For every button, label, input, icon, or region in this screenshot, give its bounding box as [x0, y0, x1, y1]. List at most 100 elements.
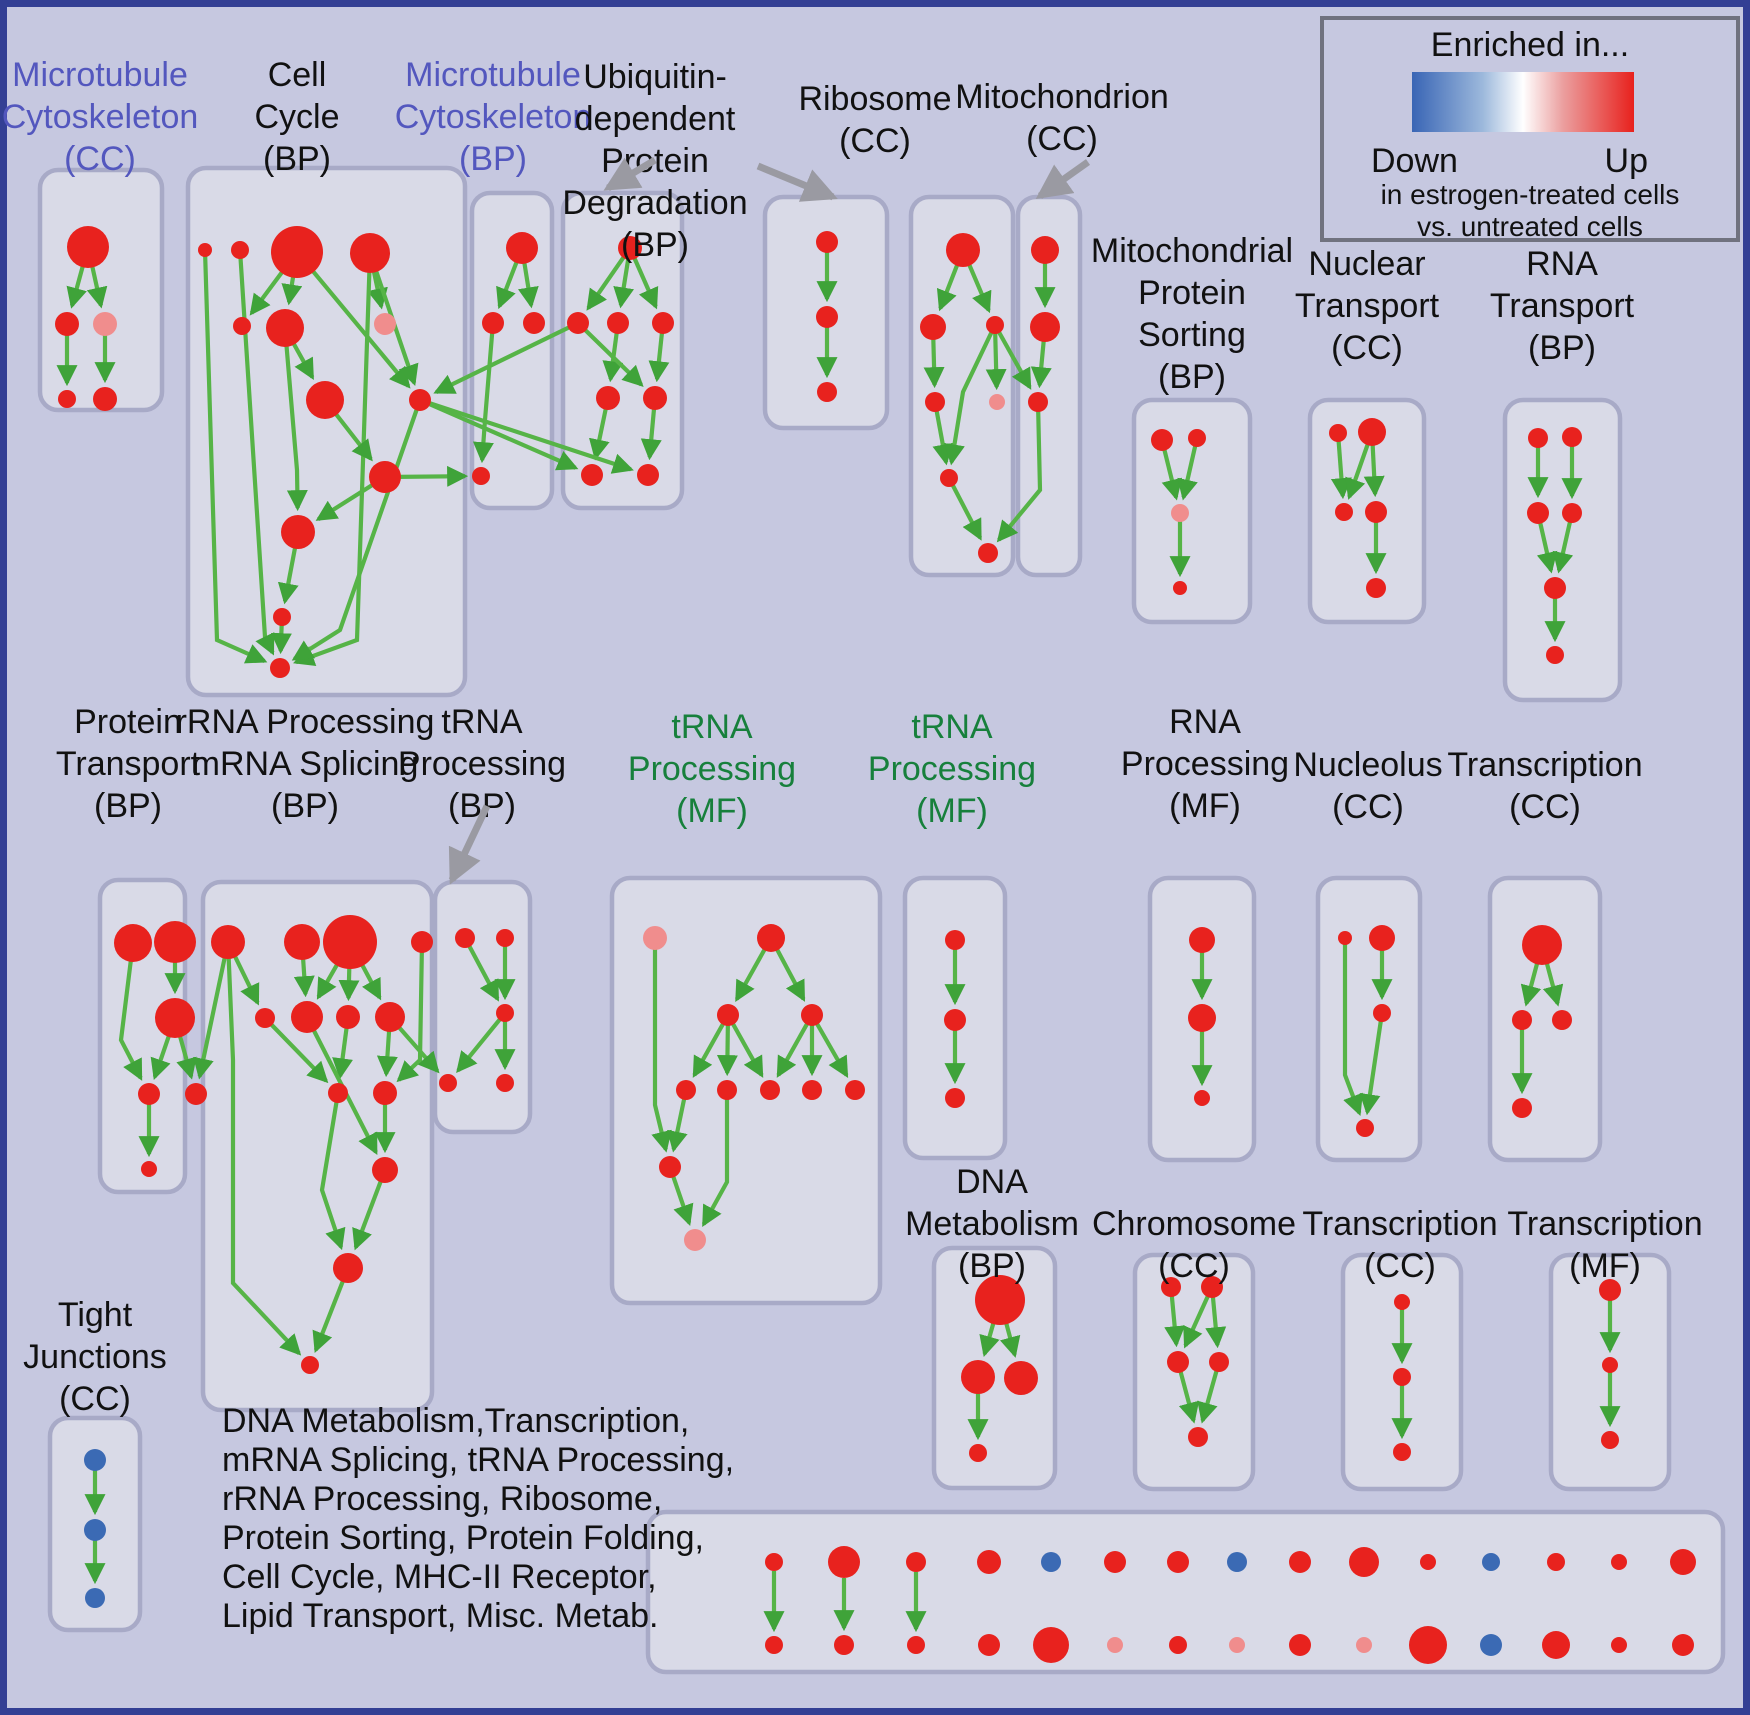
group-box-transcription-cc-mid — [1487, 875, 1603, 1163]
node — [1611, 1637, 1627, 1653]
node-dna-metabolism-bp-y2 — [961, 1360, 995, 1394]
node — [1349, 1547, 1379, 1577]
node-ubiquitin-degradation-box-2-e2 — [816, 306, 838, 328]
node-dna-metabolism-bp-y1 — [975, 1275, 1025, 1325]
node-dna-metabolism-bp-y3 — [1004, 1361, 1038, 1395]
node-trna-processing-bp-t2 — [496, 929, 514, 947]
legend-up-label: Up — [1605, 142, 1648, 180]
edge — [118, 942, 143, 1081]
edge — [352, 1169, 387, 1251]
legend-down-label: Down — [1371, 142, 1458, 180]
group-label-transcription-mf: Transcription (MF) — [1507, 1205, 1702, 1285]
node-cell-cycle-bp-b9 — [409, 389, 431, 411]
node-trna-processing-mf-1-q3 — [801, 1004, 823, 1026]
node-microtubule-cytoskeleton-bp-c1 — [506, 232, 538, 264]
node — [1409, 1626, 1447, 1664]
edge — [701, 1090, 730, 1227]
node-transcription-cc-bottom-a3 — [1393, 1443, 1411, 1461]
node-ubiquitin-degradation-box-1-d2 — [567, 312, 589, 334]
edge — [667, 1089, 689, 1153]
group-label-dna-metabolism-bp: DNA Metabolism (BP) — [905, 1163, 1079, 1285]
node — [1104, 1551, 1126, 1573]
node-trna-processing-mf-1-q2 — [717, 1004, 739, 1026]
node-mitochondrial-protein-sorting-bp-h2 — [1188, 429, 1206, 447]
edge — [419, 398, 579, 471]
node-rna-processing-mf-v3 — [1194, 1090, 1210, 1106]
edge — [1177, 437, 1200, 501]
node-microtubule-cytoskeleton-cc-n4 — [58, 390, 76, 408]
node-nuclear-transport-cc-i3 — [1335, 503, 1353, 521]
node-mitochondrion-cc-g2 — [1030, 312, 1060, 342]
node — [1041, 1552, 1061, 1572]
edge — [810, 1013, 849, 1078]
node-mitochondrial-protein-sorting-bp-h4 — [1173, 581, 1187, 595]
legend-gradient-bar — [1412, 72, 1634, 132]
node-trna-processing-mf-1-q1 — [757, 924, 785, 952]
group-box-nucleolus-cc — [1315, 875, 1423, 1163]
node-cell-cycle-bp-b12 — [273, 608, 291, 626]
node-microtubule-cytoskeleton-cc-n1 — [67, 226, 109, 268]
node-ribosome-cc-f2 — [920, 314, 946, 340]
node-trna-processing-mf-2-u1 — [945, 930, 965, 950]
node — [1480, 1634, 1502, 1656]
node-rrna-processing-mrna-splicing-bp-r2 — [284, 924, 320, 960]
node-rrna-processing-mrna-splicing-bp-r4 — [411, 931, 433, 953]
legend-title: Enriched in... — [1431, 26, 1629, 64]
node-protein-transport-bp-p4 — [138, 1083, 160, 1105]
node-microtubule-cytoskeleton-bp-c3 — [523, 312, 545, 334]
node — [1169, 1636, 1187, 1654]
node-trna-processing-bp-t4 — [439, 1074, 457, 1092]
node — [1420, 1554, 1436, 1570]
node-cell-cycle-bp-b11 — [281, 515, 315, 549]
edge — [295, 250, 411, 389]
node-rrna-processing-mrna-splicing-bp-r3 — [323, 915, 377, 969]
node — [1167, 1551, 1189, 1573]
label-pointer-arrow — [603, 156, 657, 192]
node — [978, 1634, 1000, 1656]
node-nucleolus-cc-w2 — [1369, 925, 1395, 951]
label-pointer-arrow — [1035, 159, 1091, 200]
node — [1107, 1637, 1123, 1653]
group-label-microtubule-cytoskeleton-bp: Microtubule Cytoskeleton (BP) — [395, 56, 592, 178]
node-trna-processing-mf-1-q6 — [760, 1080, 780, 1100]
group-label-rna-transport-bp: RNA Transport (BP) — [1490, 245, 1635, 367]
node-rna-transport-bp-j6 — [1546, 646, 1564, 664]
node — [906, 1552, 926, 1572]
node-rrna-processing-mrna-splicing-bp-r14 — [333, 1253, 363, 1283]
node-cell-cycle-bp-b10 — [369, 461, 401, 493]
group-label-rna-processing-mf: RNA Processing (MF) — [1121, 703, 1289, 825]
group-label-ribosome-cc: Ribosome (CC) — [798, 80, 951, 160]
node-mitochondrial-protein-sorting-bp-h1 — [1151, 429, 1173, 451]
node-trna-processing-mf-1-q0 — [643, 926, 667, 950]
misc-clusters-footnote: DNA Metabolism,Transcription, mRNA Splici… — [222, 1402, 734, 1635]
node-ubiquitin-degradation-box-1-d5 — [596, 386, 620, 410]
edge — [319, 1092, 346, 1251]
edge — [237, 249, 275, 656]
node-tight-junctions-cc-k1 — [84, 1449, 106, 1471]
node-protein-transport-bp-p2 — [154, 921, 196, 963]
node-ribosome-cc-f5 — [989, 394, 1005, 410]
node-nucleolus-cc-w4 — [1356, 1119, 1374, 1137]
node-cell-cycle-bp-b2 — [231, 241, 249, 259]
group-box-mitochondrial-protein-sorting-bp — [1131, 397, 1253, 625]
node-cell-cycle-bp-b1 — [198, 243, 212, 257]
node-transcription-mf-m2 — [1602, 1357, 1618, 1373]
edge — [433, 321, 579, 395]
node-rna-processing-mf-v2 — [1188, 1004, 1216, 1032]
edge — [947, 477, 983, 541]
node-transcription-cc-mid-x3 — [1552, 1010, 1572, 1030]
edge — [202, 249, 268, 664]
node-cell-cycle-bp-b3 — [271, 226, 323, 278]
node-protein-transport-bp-p1 — [114, 924, 152, 962]
group-label-transcription-cc-mid: Transcription (CC) — [1447, 746, 1642, 826]
node-ubiquitin-degradation-box-2-e3 — [817, 382, 837, 402]
legend-subtitle-2: vs. untreated cells — [1417, 211, 1643, 242]
group-label-chromosome-cc: Chromosome (CC) — [1092, 1205, 1296, 1285]
node-cell-cycle-bp-b5 — [233, 317, 251, 335]
group-label-nucleolus-cc: Nucleolus (CC) — [1293, 746, 1442, 826]
node-rrna-processing-mrna-splicing-bp-r15 — [301, 1356, 319, 1374]
node-transcription-cc-bottom-a2 — [1393, 1368, 1411, 1386]
node-microtubule-cytoskeleton-bp-c4 — [472, 467, 490, 485]
